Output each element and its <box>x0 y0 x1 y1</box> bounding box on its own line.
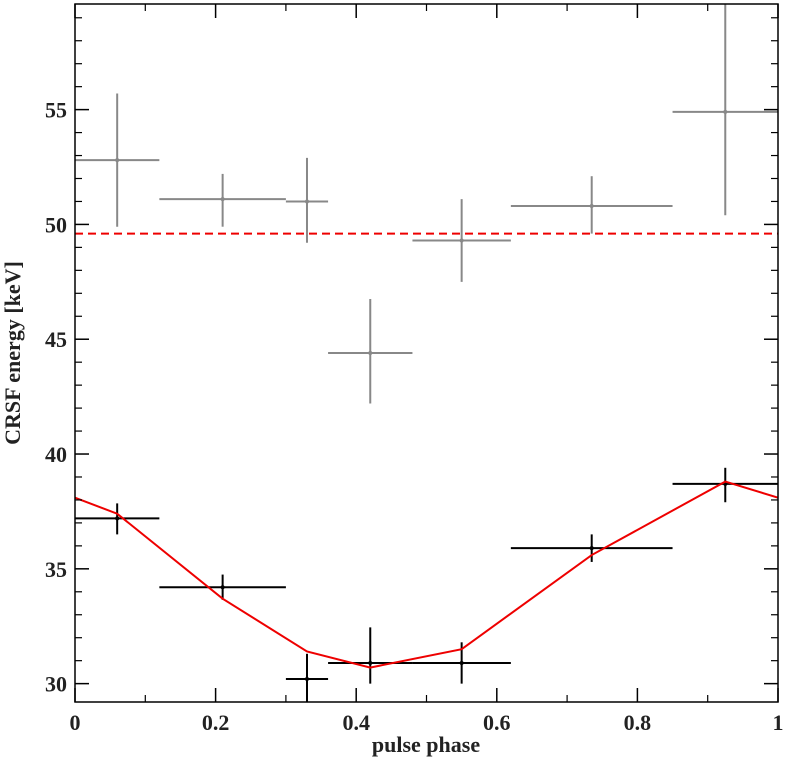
x-tick-label: 0.6 <box>483 710 511 735</box>
model-line <box>75 480 778 669</box>
data-point <box>459 660 464 665</box>
x-tick-label: 1 <box>773 710 784 735</box>
y-tick-label: 45 <box>45 327 67 352</box>
x-tick-label: 0.8 <box>624 710 652 735</box>
data-point <box>368 351 373 355</box>
x-tick-label: 0.2 <box>202 710 230 735</box>
data-point <box>115 516 120 521</box>
data-point <box>304 199 309 204</box>
data-point <box>115 158 120 163</box>
data-point <box>589 546 594 551</box>
plot-frame <box>74 3 779 703</box>
y-axis-label: CRSF energy [keV] <box>0 261 25 445</box>
x-tick-label: 0 <box>70 710 81 735</box>
x-tick-label: 0.4 <box>342 710 370 735</box>
plot-area <box>75 4 778 702</box>
y-tick-label: 35 <box>45 557 67 582</box>
data-point <box>368 660 373 665</box>
y-tick-label: 40 <box>45 442 67 467</box>
data-point <box>304 677 309 682</box>
data-point <box>220 585 225 590</box>
data-point <box>459 238 464 243</box>
data-point <box>220 197 225 202</box>
y-tick-label: 55 <box>45 98 67 123</box>
y-tick-label: 50 <box>45 212 67 237</box>
y-tick-label: 30 <box>45 672 67 697</box>
data-point <box>589 204 594 209</box>
x-axis-label: pulse phase <box>372 732 480 757</box>
data-point <box>723 109 728 114</box>
